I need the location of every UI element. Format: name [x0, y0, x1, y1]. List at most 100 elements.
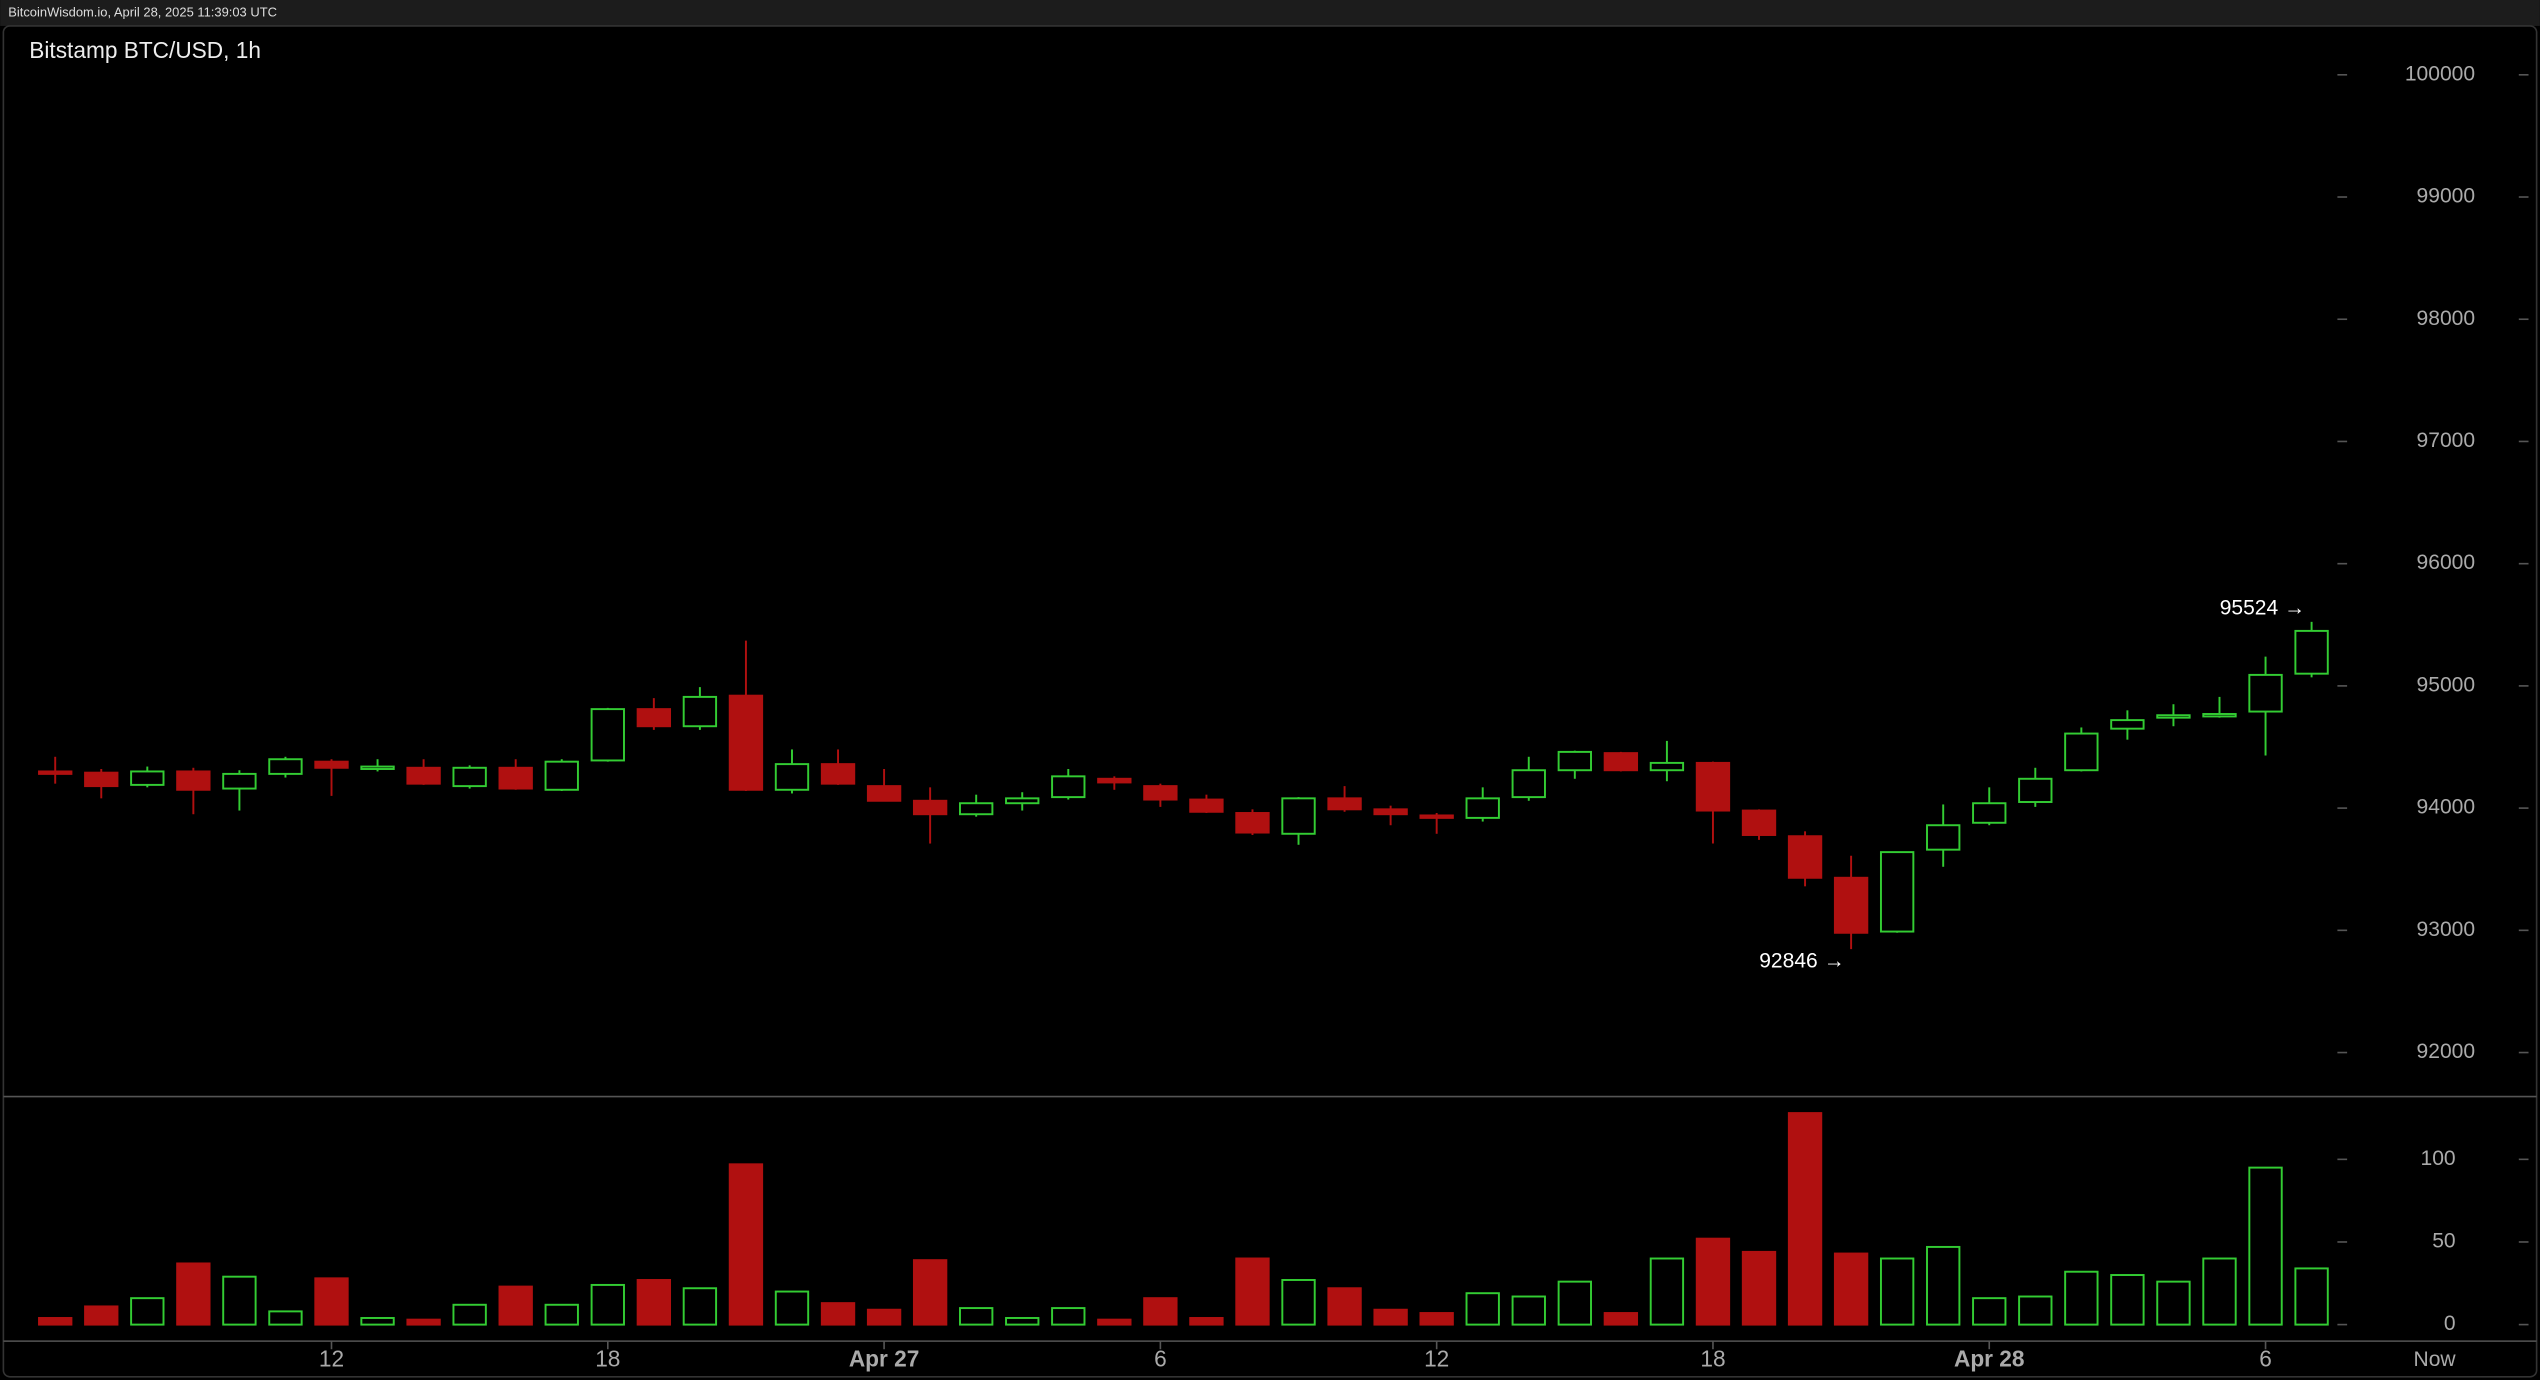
candle-body — [1235, 812, 1270, 834]
volume-bar — [2294, 1267, 2329, 1326]
volume-bar — [1972, 1297, 2007, 1326]
price-annotation: 92846 → — [1759, 950, 1844, 973]
volume-bar — [682, 1287, 718, 1326]
volume-bar — [774, 1290, 810, 1326]
candle-body — [2064, 732, 2099, 772]
candle-body — [1419, 814, 1454, 819]
volume-bar — [1235, 1257, 1270, 1326]
candle-body — [1051, 775, 1086, 799]
y-tick-label: 93000 — [2417, 918, 2476, 941]
candle-body — [1143, 785, 1178, 801]
y-tick-label: 0 — [2444, 1312, 2456, 1335]
volume-bar — [1327, 1287, 1362, 1326]
y-tick-label: 98000 — [2417, 307, 2476, 330]
candle-body — [912, 799, 948, 816]
volume-bar — [176, 1262, 211, 1326]
volume-bar — [1097, 1318, 1132, 1326]
volume-bar — [1695, 1237, 1731, 1326]
volume-bar — [360, 1317, 395, 1326]
volume-bar — [130, 1297, 165, 1326]
candle-body — [1787, 835, 1823, 879]
volume-bar — [1189, 1317, 1224, 1326]
candle-body — [1557, 750, 1592, 772]
candle-body — [2202, 713, 2237, 718]
y-tick-label: 92000 — [2417, 1040, 2476, 1063]
candle-body — [360, 765, 395, 770]
volume-bar — [544, 1303, 579, 1326]
volume-bar — [1649, 1257, 1685, 1326]
candle-body — [84, 771, 119, 788]
top-bar — [0, 0, 2540, 26]
candle-body — [1465, 797, 1500, 819]
candle-body — [2018, 777, 2053, 803]
candle-body — [38, 770, 73, 775]
candle-body — [498, 766, 533, 790]
candle-body — [1972, 802, 2007, 824]
y-tick-label: 94000 — [2417, 796, 2476, 819]
volume-bar — [2110, 1274, 2145, 1326]
candle-body — [1649, 761, 1685, 772]
volume-bar — [1741, 1250, 1777, 1326]
volume-bar — [1373, 1308, 1408, 1326]
volume-bar — [1833, 1252, 1869, 1326]
volume-bar — [1511, 1295, 1546, 1326]
candle-body — [1603, 752, 1639, 772]
candle-body — [682, 695, 718, 728]
candle-body — [130, 770, 165, 786]
x-tick-label: 12 — [319, 1346, 344, 1372]
candle-body — [1695, 761, 1731, 812]
candle-body — [774, 763, 810, 791]
volume-bar — [1926, 1245, 1961, 1326]
candle-body — [2110, 719, 2145, 730]
volume-bar — [2202, 1257, 2237, 1326]
chart-title: Bitstamp BTC/USD, 1h — [29, 37, 261, 63]
candle-body — [1926, 824, 1961, 851]
x-tick-label: 12 — [1424, 1346, 1449, 1372]
volume-bar — [406, 1318, 441, 1326]
candle-body — [866, 785, 902, 802]
volume-bar — [728, 1163, 764, 1326]
candle-body — [2248, 673, 2283, 713]
chart-frame — [2, 25, 2538, 1378]
candle-body — [1281, 797, 1316, 835]
volume-bar — [866, 1308, 902, 1326]
x-tick-label: 18 — [1700, 1346, 1725, 1372]
now-label: Now — [2414, 1348, 2457, 1371]
volume-bar — [1879, 1257, 1915, 1326]
volume-bar — [1281, 1279, 1316, 1326]
volume-bar — [2018, 1295, 2053, 1326]
candle-body — [959, 802, 994, 816]
candle-body — [268, 758, 303, 775]
candle-body — [728, 694, 764, 791]
volume-bar — [2064, 1270, 2099, 1326]
candle-body — [1511, 769, 1546, 799]
volume-bar — [912, 1259, 948, 1326]
y-tick-label: 99000 — [2417, 185, 2476, 208]
volume-bar — [498, 1285, 533, 1326]
candle-body — [1005, 797, 1040, 805]
x-tick-label: Apr 27 — [849, 1346, 920, 1372]
candle-body — [314, 760, 349, 769]
candle-body — [1097, 777, 1132, 784]
volume-bar — [38, 1317, 73, 1326]
volume-bar — [84, 1305, 119, 1326]
header-source: BitcoinWisdom.io, April 28, 2025 11:39:0… — [8, 4, 277, 19]
candle-body — [590, 708, 625, 762]
y-tick-label: 100000 — [2405, 62, 2475, 85]
candle-body — [636, 708, 672, 728]
volume-bar — [1005, 1317, 1040, 1326]
volume-bar — [1143, 1297, 1178, 1326]
volume-bar — [1051, 1307, 1086, 1326]
volume-bar — [268, 1310, 303, 1326]
candle-body — [406, 766, 441, 785]
volume-bar — [452, 1303, 487, 1326]
y-tick-label: 97000 — [2417, 429, 2476, 452]
y-tick-label: 100 — [2421, 1147, 2456, 1170]
volume-bar — [1557, 1280, 1592, 1326]
candle-body — [1189, 798, 1224, 813]
volume-bar — [820, 1302, 856, 1326]
volume-bar — [959, 1307, 994, 1326]
x-tick-label: 18 — [595, 1346, 620, 1372]
